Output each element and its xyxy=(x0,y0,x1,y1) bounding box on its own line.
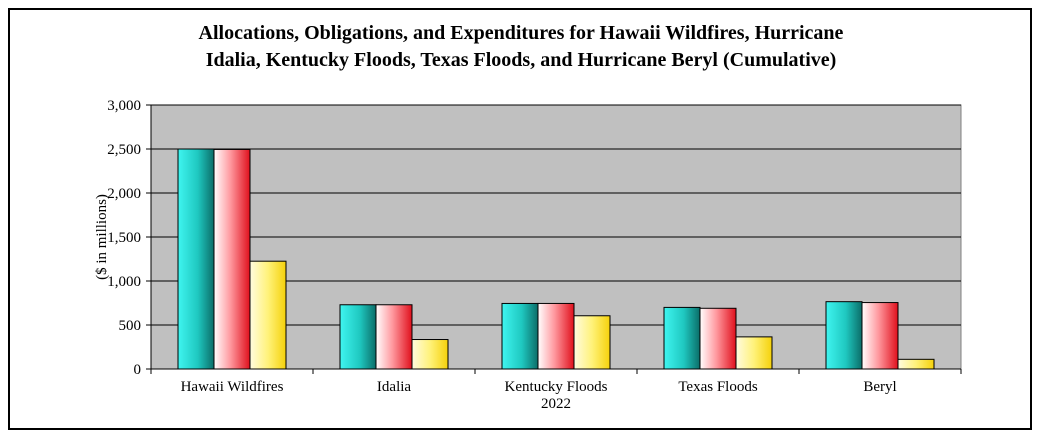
x-tick-label: Hawaii Wildfires xyxy=(181,379,284,395)
bar-series-2 xyxy=(376,305,412,369)
y-tick-label: 2,000 xyxy=(107,186,141,202)
bar-series-1 xyxy=(664,307,700,369)
bar-series-2 xyxy=(700,308,736,369)
bar-series-3 xyxy=(898,359,934,369)
bar-series-3 xyxy=(412,340,448,369)
y-tick-label: 0 xyxy=(134,362,142,378)
y-axis-label: ($ in millions) xyxy=(94,194,110,280)
bar-series-1 xyxy=(178,149,214,369)
x-tick-label: Kentucky Floods xyxy=(505,379,608,395)
bar-series-2 xyxy=(862,303,898,369)
bar-series-3 xyxy=(574,316,610,369)
y-tick-label: 1,500 xyxy=(107,230,141,246)
x-tick-label: Texas Floods xyxy=(678,379,758,395)
x-tick-label: Idalia xyxy=(377,379,411,395)
bar-series-1 xyxy=(502,303,538,369)
bar-series-2 xyxy=(214,149,250,369)
y-tick-label: 3,000 xyxy=(107,98,141,114)
bar-series-3 xyxy=(736,337,772,369)
bar-series-1 xyxy=(826,302,862,369)
x-tick-label: Beryl xyxy=(863,379,896,395)
x-tick-label: 2022 xyxy=(541,396,571,412)
bar-series-1 xyxy=(340,305,376,369)
y-tick-label: 1,000 xyxy=(107,274,141,290)
bar-series-3 xyxy=(250,261,286,369)
y-tick-label: 500 xyxy=(119,318,142,334)
bar-series-2 xyxy=(538,303,574,369)
y-tick-label: 2,500 xyxy=(107,142,141,158)
